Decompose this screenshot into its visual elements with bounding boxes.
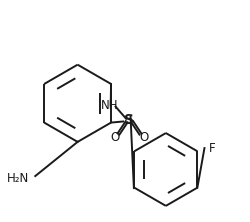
Text: H₂N: H₂N	[6, 172, 29, 185]
Text: O: O	[139, 131, 148, 144]
Text: F: F	[209, 142, 216, 155]
Text: S: S	[124, 113, 134, 127]
Text: O: O	[110, 131, 120, 144]
Text: NH: NH	[101, 99, 119, 111]
